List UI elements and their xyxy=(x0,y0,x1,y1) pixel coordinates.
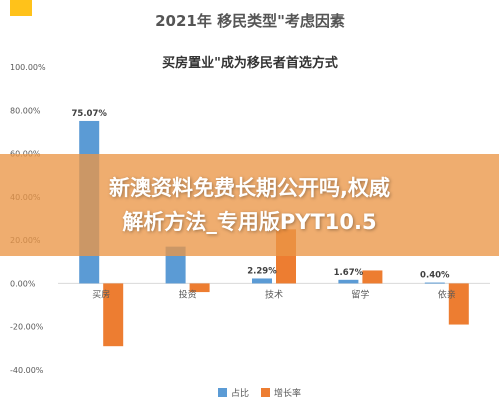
legend-swatch-growth xyxy=(261,388,271,397)
y-tick-label: 100.00% xyxy=(10,63,46,72)
banner-line-2: 解析方法_专用版PYT10.5 xyxy=(122,210,377,234)
x-category-label: 依亲 xyxy=(438,288,456,300)
data-label: 1.67% xyxy=(334,268,364,278)
legend-label-share: 占比 xyxy=(231,389,250,399)
x-category-label: 投资 xyxy=(179,288,197,300)
legend-item-share: 占比 xyxy=(218,386,249,399)
data-label: 2.29% xyxy=(247,266,277,276)
bar-growth xyxy=(448,283,469,325)
legend-swatch-share xyxy=(218,388,227,397)
corner-accent xyxy=(10,0,32,16)
bar-growth xyxy=(103,283,124,347)
y-tick-label: 80.00% xyxy=(10,106,41,115)
bar-growth xyxy=(362,270,383,284)
legend-item-growth: 增长率 xyxy=(261,386,301,399)
data-label: 0.40% xyxy=(420,271,450,281)
banner-line-1: 新澳资料免费长期公开吗,权威 xyxy=(109,176,390,200)
chart-title: 2021年 移民类型"考虑因素 xyxy=(155,12,345,30)
y-tick-label: -40.00% xyxy=(10,366,44,375)
bar-share xyxy=(338,279,359,284)
bar-growth xyxy=(189,283,210,293)
y-tick-label: -20.00% xyxy=(10,323,44,332)
y-tick-label: 0.00% xyxy=(10,279,36,288)
data-label: 75.07% xyxy=(71,109,107,119)
chart-legend: 占比 增长率 xyxy=(218,386,313,399)
chart-subtitle: 买房置业"成为移民者首选方式 xyxy=(162,56,338,71)
overlay-banner: 新澳资料免费长期公开吗,权威 解析方法_专用版PYT10.5 xyxy=(0,154,499,256)
bar-share xyxy=(252,278,272,284)
legend-label-growth: 增长率 xyxy=(274,389,302,399)
x-category-label: 买房 xyxy=(92,288,110,300)
x-category-label: 留学 xyxy=(351,288,369,300)
bar-share xyxy=(424,282,445,284)
x-category-label: 技术 xyxy=(265,288,283,300)
